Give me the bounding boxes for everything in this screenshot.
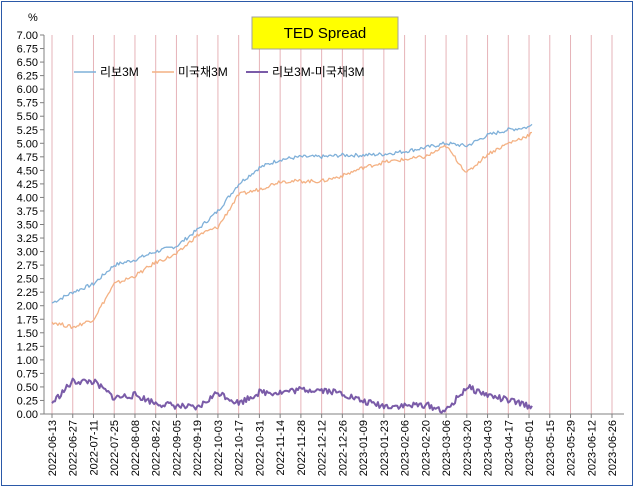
series-line-1 bbox=[51, 131, 533, 330]
x-tick-label: 2022-06-27 bbox=[68, 420, 80, 476]
x-tick-label: 2023-05-29 bbox=[566, 420, 578, 476]
x-tick-label: 2022-09-05 bbox=[171, 420, 183, 476]
y-unit-label: % bbox=[28, 12, 38, 24]
x-tick-label: 2022-11-28 bbox=[296, 420, 308, 475]
y-tick-label: 1.25 bbox=[17, 341, 38, 353]
x-tick-label: 2022-10-03 bbox=[213, 420, 225, 476]
x-tick-label: 2022-11-14 bbox=[275, 420, 287, 475]
y-tick-label: 4.00 bbox=[17, 192, 38, 204]
x-tick-label: 2023-03-20 bbox=[462, 420, 474, 476]
y-tick-label: 2.25 bbox=[17, 287, 38, 299]
x-tick-label: 2023-04-17 bbox=[503, 420, 515, 476]
x-tick-label: 2023-01-09 bbox=[358, 420, 370, 476]
legend-label-0: 리보3M bbox=[100, 65, 139, 79]
x-tick-label: 2022-10-17 bbox=[234, 420, 246, 476]
y-tick-label: 0.50 bbox=[17, 382, 38, 394]
y-tick-label: 2.75 bbox=[17, 260, 38, 272]
x-tick-label: 2022-12-12 bbox=[317, 420, 329, 476]
y-tick-label: 2.00 bbox=[17, 301, 38, 313]
x-tick-label: 2023-04-03 bbox=[483, 420, 495, 476]
x-tick-label: 2022-07-25 bbox=[109, 420, 121, 476]
chart-title-box: TED Spread bbox=[251, 16, 399, 50]
y-tick-label: 5.25 bbox=[17, 125, 38, 137]
legend-label-2: 리보3M-미국채3M bbox=[272, 65, 365, 79]
chart-title: TED Spread bbox=[284, 25, 367, 42]
y-tick-label: 5.00 bbox=[17, 138, 38, 150]
x-tick-label: 2023-02-06 bbox=[400, 420, 412, 476]
series-lines bbox=[51, 123, 533, 414]
y-tick-label: 5.75 bbox=[17, 98, 38, 110]
y-tick-label: 1.00 bbox=[17, 355, 38, 367]
title-background bbox=[251, 16, 399, 50]
x-tick-label: 2022-07-11 bbox=[88, 420, 100, 475]
x-tick-label: 2023-05-15 bbox=[545, 420, 557, 476]
x-tick-label: 2023-03-06 bbox=[441, 420, 453, 476]
series-line-0 bbox=[51, 123, 533, 304]
y-tick-label: 2.50 bbox=[17, 274, 38, 286]
legend-label-1: 미국채3M bbox=[178, 65, 228, 79]
x-tick-label: 2022-12-26 bbox=[337, 420, 349, 476]
x-tick-label: 2023-05-01 bbox=[524, 420, 536, 476]
vertical-gridlines bbox=[51, 35, 613, 414]
y-axis: 0.00 0.250.50 0.751.00 1.251.50 1.752.00 2.25… bbox=[17, 30, 45, 421]
x-tick-label: 2023-06-26 bbox=[607, 420, 619, 476]
y-tick-label: 6.00 bbox=[17, 84, 38, 96]
legend: 리보3M 미국채3M 리보3M-미국채3M bbox=[74, 65, 365, 79]
y-tick-label: 0.25 bbox=[17, 395, 38, 407]
y-tick-label: 6.50 bbox=[17, 57, 38, 69]
y-tick-label: 5.50 bbox=[17, 111, 38, 123]
x-tick-label: 2022-08-08 bbox=[130, 420, 142, 476]
x-tick-label: 2022-08-22 bbox=[151, 420, 163, 476]
y-tick-label: 3.50 bbox=[17, 220, 38, 232]
x-tick-label: 2023-01-23 bbox=[379, 420, 391, 476]
y-tick-label: 4.75 bbox=[17, 152, 38, 164]
x-tick-label: 2023-06-12 bbox=[586, 420, 598, 476]
x-axis: 2022-06-13 2022-06-27 2022-07-11 2022-07-25… bbox=[44, 413, 624, 476]
y-tick-label: 3.00 bbox=[17, 247, 38, 259]
series-line-2 bbox=[51, 377, 533, 414]
x-tick-label: 2023-02-20 bbox=[420, 420, 432, 476]
y-tick-label: 0.75 bbox=[17, 368, 38, 380]
y-tick-label: 4.25 bbox=[17, 179, 38, 191]
y-tick-label: 3.75 bbox=[17, 206, 38, 218]
y-tick-label: 6.75 bbox=[17, 44, 38, 56]
y-tick-label: 0.00 bbox=[17, 409, 38, 421]
y-tick-label: 7.00 bbox=[17, 30, 38, 42]
y-tick-label: 1.75 bbox=[17, 314, 38, 326]
y-tick-label: 3.25 bbox=[17, 233, 38, 245]
y-tick-label: 4.50 bbox=[17, 165, 38, 177]
x-tick-label: 2022-06-13 bbox=[47, 420, 59, 476]
y-tick-label: 6.25 bbox=[17, 71, 38, 83]
y-tick-label: 1.50 bbox=[17, 328, 38, 340]
x-tick-label: 2022-10-31 bbox=[254, 420, 266, 476]
x-tick-label: 2022-09-19 bbox=[192, 420, 204, 476]
